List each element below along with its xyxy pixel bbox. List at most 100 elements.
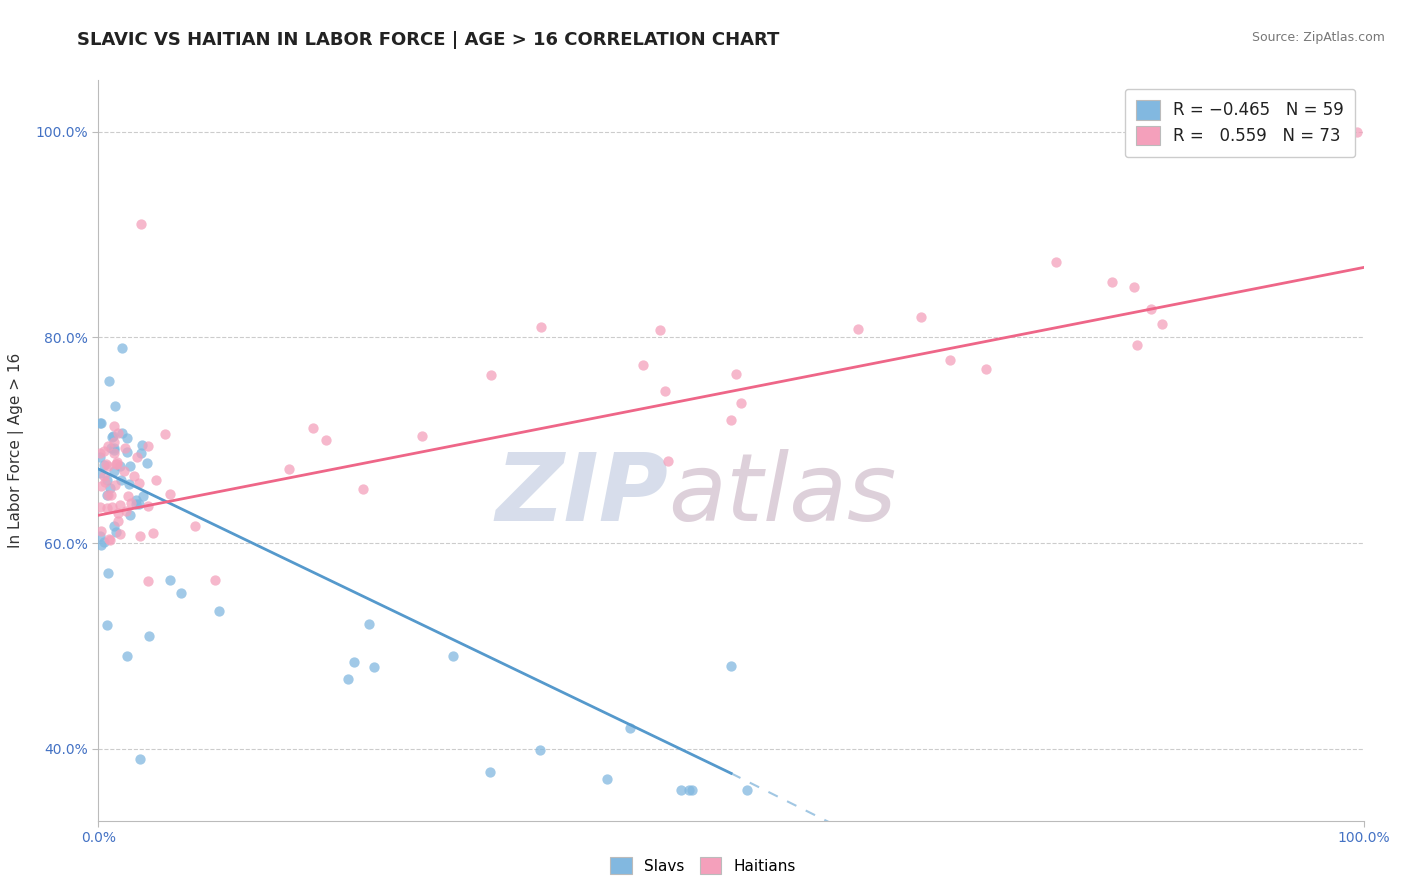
Point — [94, 457, 117, 471]
Point — [104, 524, 127, 539]
Point — [96, 488, 118, 502]
Point — [124, 497, 146, 511]
Point — [136, 499, 159, 513]
Point — [107, 457, 129, 471]
Point — [94, 475, 117, 489]
Point — [110, 527, 132, 541]
Point — [104, 457, 127, 471]
Point — [90, 524, 112, 538]
Point — [96, 566, 118, 580]
Legend: Slavs, Haitians: Slavs, Haitians — [605, 851, 801, 880]
Point — [103, 442, 125, 457]
Point — [939, 353, 962, 368]
Point — [479, 764, 502, 779]
Point — [98, 533, 121, 547]
Point — [363, 660, 385, 674]
Point — [90, 416, 112, 430]
Point — [730, 396, 752, 410]
Point — [530, 320, 553, 334]
Point — [131, 438, 153, 452]
Point — [170, 586, 193, 600]
Point — [129, 529, 152, 543]
Point — [89, 466, 111, 480]
Point — [1122, 279, 1144, 293]
Point — [103, 435, 125, 450]
Point — [117, 431, 139, 445]
Point — [104, 399, 127, 413]
Point — [93, 458, 115, 472]
Point — [89, 416, 111, 430]
Point — [208, 604, 231, 618]
Point — [107, 515, 129, 529]
Point — [103, 442, 125, 456]
Point — [136, 574, 159, 588]
Point — [145, 473, 167, 487]
Point — [159, 487, 181, 501]
Point — [103, 518, 125, 533]
Point — [357, 616, 380, 631]
Point — [650, 323, 672, 337]
Point — [111, 341, 134, 355]
Point — [159, 574, 181, 588]
Point — [93, 535, 115, 549]
Point — [974, 362, 997, 376]
Point — [720, 659, 742, 673]
Point — [129, 752, 152, 766]
Point — [141, 525, 163, 540]
Point — [89, 446, 111, 460]
Point — [114, 504, 136, 518]
Text: ZIP: ZIP — [495, 449, 668, 541]
Point — [97, 532, 120, 546]
Point — [910, 310, 932, 324]
Point — [529, 742, 551, 756]
Point — [120, 496, 142, 510]
Point — [105, 455, 128, 469]
Point — [1126, 338, 1149, 352]
Point — [125, 493, 148, 508]
Point — [104, 478, 127, 492]
Point — [100, 442, 122, 456]
Point — [633, 358, 655, 372]
Point — [479, 368, 502, 382]
Point — [100, 481, 122, 495]
Point — [96, 500, 118, 515]
Point — [204, 573, 226, 587]
Point — [131, 217, 153, 231]
Point — [103, 464, 125, 478]
Point — [96, 474, 118, 488]
Point — [103, 446, 125, 460]
Point — [103, 418, 125, 433]
Point — [138, 628, 160, 642]
Point — [101, 500, 124, 515]
Point — [129, 446, 152, 460]
Point — [117, 649, 139, 664]
Point — [114, 442, 136, 456]
Point — [596, 772, 619, 786]
Point — [136, 456, 159, 470]
Legend: R = −0.465   N = 59, R =   0.559   N = 73: R = −0.465 N = 59, R = 0.559 N = 73 — [1125, 88, 1355, 157]
Text: atlas: atlas — [668, 450, 896, 541]
Point — [619, 721, 641, 735]
Point — [110, 473, 132, 487]
Text: SLAVIC VS HAITIAN IN LABOR FORCE | AGE > 16 CORRELATION CHART: SLAVIC VS HAITIAN IN LABOR FORCE | AGE >… — [77, 31, 780, 49]
Point — [720, 412, 742, 426]
Point — [337, 672, 360, 686]
Point — [97, 488, 120, 502]
Point — [1347, 125, 1369, 139]
Point — [89, 500, 111, 514]
Point — [136, 439, 159, 453]
Point — [101, 430, 124, 444]
Point — [1152, 317, 1174, 331]
Point — [112, 464, 135, 478]
Point — [107, 426, 129, 441]
Point — [111, 425, 134, 440]
Point — [153, 427, 176, 442]
Point — [657, 454, 679, 468]
Point — [671, 782, 693, 797]
Point — [93, 443, 115, 458]
Point — [127, 450, 149, 464]
Point — [1045, 255, 1067, 269]
Point — [315, 433, 337, 447]
Y-axis label: In Labor Force | Age > 16: In Labor Force | Age > 16 — [8, 353, 24, 548]
Point — [90, 538, 112, 552]
